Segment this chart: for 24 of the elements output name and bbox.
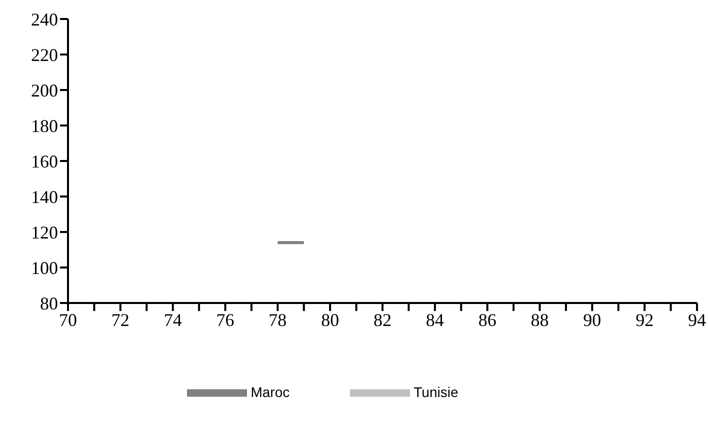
x-tick-label: 80 bbox=[321, 310, 340, 330]
x-tick-label: 92 bbox=[636, 310, 654, 330]
y-tick-label: 160 bbox=[31, 151, 58, 172]
y-tick-label: 120 bbox=[31, 222, 58, 242]
x-tick-label: 84 bbox=[426, 310, 444, 330]
y-tick-label: 80 bbox=[40, 293, 58, 314]
y-tick-label: 100 bbox=[31, 258, 58, 278]
x-tick-label: 70 bbox=[59, 310, 77, 330]
x-tick-label: 82 bbox=[374, 310, 392, 330]
x-tick-label: 74 bbox=[164, 310, 182, 330]
x-tick-label: 78 bbox=[268, 310, 287, 330]
y-tick-label: 140 bbox=[31, 186, 58, 207]
x-tick-label: 76 bbox=[216, 310, 234, 330]
y-tick-label: 240 bbox=[31, 9, 58, 30]
legend-label: Tunisie bbox=[414, 384, 458, 400]
x-tick-label: 86 bbox=[478, 310, 496, 330]
x-tick-label: 88 bbox=[530, 310, 549, 330]
y-tick-label: 180 bbox=[31, 116, 58, 136]
y-tick-label: 220 bbox=[31, 44, 58, 65]
x-tick-label: 90 bbox=[583, 310, 602, 330]
legend-label: Maroc bbox=[250, 384, 290, 400]
x-tick-label: 94 bbox=[688, 310, 706, 330]
x-tick-label: 72 bbox=[111, 310, 130, 330]
y-tick-label: 200 bbox=[31, 80, 58, 100]
